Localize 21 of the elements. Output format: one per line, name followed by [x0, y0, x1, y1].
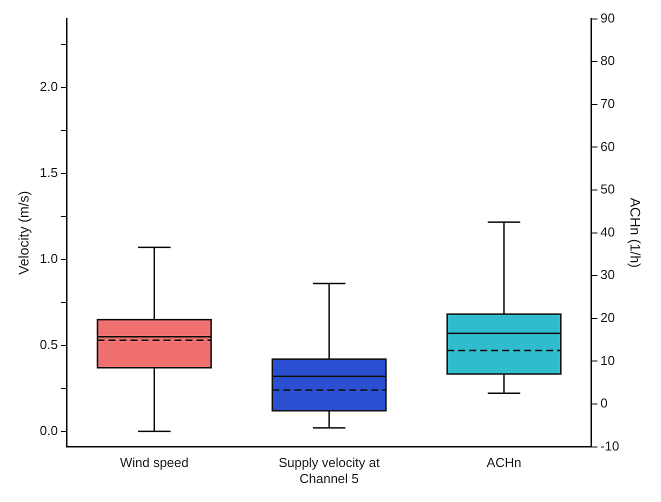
y2-axis-title: ACHn (1/h): [628, 198, 644, 268]
y2-tick-label: -10: [600, 438, 620, 454]
y2-tick-label: 30: [600, 267, 615, 282]
y-tick-label: 0.5: [40, 336, 58, 352]
y-tick-label: 2.0: [40, 79, 58, 94]
x-tick-label: Wind speed: [120, 455, 189, 470]
y2-tick-label: 70: [600, 96, 615, 111]
y-axis-title: Velocity (m/s): [15, 190, 32, 275]
y-tick-label: 1.0: [40, 251, 58, 266]
y2-tick-label: 80: [600, 53, 615, 68]
x-tick-label: ACHn: [486, 455, 522, 470]
y2-tick-label: 50: [600, 182, 615, 197]
y-tick-label: 0.0: [40, 422, 58, 438]
x-tick-label: Supply velocity at Channel 5: [278, 455, 380, 486]
y2-tick-label: 10: [600, 352, 615, 368]
y2-tick-label: 20: [600, 310, 615, 325]
y-tick-label: 1.5: [40, 165, 58, 180]
y2-tick-label: 40: [600, 224, 615, 240]
y2-tick-label: 90: [600, 10, 615, 26]
y2-tick-label: 60: [600, 138, 615, 154]
y2-tick-label: 0: [600, 396, 608, 411]
